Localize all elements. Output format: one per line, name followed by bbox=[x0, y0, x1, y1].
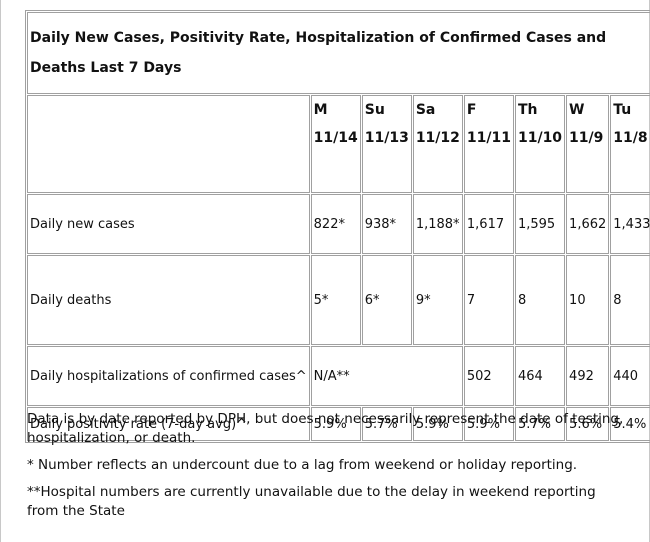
column-header: M 11/14 bbox=[310, 95, 361, 193]
header-row: M 11/14 Su 11/13 Sa 11/12 F 11/11 Th 11/10 W 1… bbox=[27, 95, 650, 193]
title-row: Daily New Cases, Positivity Rate, Hospit… bbox=[27, 12, 650, 94]
table-cell: 1,188* bbox=[412, 194, 463, 254]
column-day: W bbox=[569, 102, 585, 118]
footnotes: Data is by date reported by DPH, but doe… bbox=[27, 410, 627, 529]
column-day: Th bbox=[517, 102, 538, 118]
header-empty-cell bbox=[27, 95, 310, 193]
table-cell: 5* bbox=[310, 255, 361, 345]
column-date: 11/12 bbox=[415, 130, 460, 146]
stats-table: Daily New Cases, Positivity Rate, Hospit… bbox=[25, 10, 650, 443]
table-cell: 502 bbox=[463, 346, 514, 406]
table-cell: 464 bbox=[514, 346, 566, 406]
table-cell: 1,433 bbox=[610, 194, 650, 254]
table-cell: 5.7% bbox=[361, 407, 412, 441]
column-date: 11/13 bbox=[364, 130, 409, 146]
column-header: Tu 11/8 bbox=[610, 95, 650, 193]
table-row: Daily positivity rate (7-day avg)^ 5.9% … bbox=[27, 407, 650, 441]
row-label: Daily hospitalizations of confirmed case… bbox=[27, 346, 310, 406]
table-cell: 938* bbox=[361, 194, 412, 254]
table-cell: 10 bbox=[566, 255, 610, 345]
table-cell: 440 bbox=[610, 346, 650, 406]
table-cell: 1,617 bbox=[463, 194, 514, 254]
table-cell: 5.4% bbox=[610, 407, 650, 441]
table-row: Daily hospitalizations of confirmed case… bbox=[27, 346, 650, 406]
column-header: W 11/9 bbox=[566, 95, 610, 193]
column-day: Su bbox=[364, 102, 385, 118]
table-cell: 9* bbox=[412, 255, 463, 345]
table-cell: 8 bbox=[514, 255, 566, 345]
column-day: Sa bbox=[415, 102, 436, 118]
footnote-hospital: **Hospital numbers are currently unavail… bbox=[27, 484, 596, 519]
table-cell: 5.9% bbox=[463, 407, 514, 441]
column-day: Tu bbox=[613, 102, 632, 118]
table-cell: 5.6% bbox=[566, 407, 610, 441]
table-cell: 492 bbox=[566, 346, 610, 406]
column-header: Sa 11/12 bbox=[412, 95, 463, 193]
column-date: 11/10 bbox=[517, 130, 563, 146]
column-date: 11/11 bbox=[466, 130, 511, 146]
column-date: 11/9 bbox=[569, 130, 604, 146]
footnote-undercount: * Number reflects an undercount due to a… bbox=[27, 457, 578, 473]
table-cell: 5.9% bbox=[310, 407, 361, 441]
table-cell: 5.9% bbox=[412, 407, 463, 441]
column-date: 11/8 bbox=[613, 130, 648, 146]
row-label: Daily positivity rate (7-day avg)^ bbox=[27, 407, 310, 441]
column-header: Th 11/10 bbox=[514, 95, 566, 193]
column-day: F bbox=[466, 102, 477, 118]
not-available-cell: N/A** bbox=[310, 346, 463, 406]
table-cell: 822* bbox=[310, 194, 361, 254]
table-cell: 1,595 bbox=[514, 194, 566, 254]
column-date: 11/14 bbox=[313, 130, 358, 146]
row-label: Daily new cases bbox=[27, 194, 310, 254]
table-cell: 7 bbox=[463, 255, 514, 345]
table-cell: 1,662 bbox=[566, 194, 610, 254]
table-cell: 8 bbox=[610, 255, 650, 345]
column-header: Su 11/13 bbox=[361, 95, 412, 193]
table-title: Daily New Cases, Positivity Rate, Hospit… bbox=[27, 12, 650, 94]
table-row: Daily deaths 5* 6* 9* 7 8 10 8 bbox=[27, 255, 650, 345]
row-label: Daily deaths bbox=[27, 255, 310, 345]
column-day: M bbox=[313, 102, 328, 118]
table-row: Daily new cases 822* 938* 1,188* 1,617 1… bbox=[27, 194, 650, 254]
footnote-data-source: Data is by date reported by DPH, but doe… bbox=[27, 411, 624, 446]
column-header: F 11/11 bbox=[463, 95, 514, 193]
table-cell: 6* bbox=[361, 255, 412, 345]
table-cell: 5.7% bbox=[514, 407, 566, 441]
